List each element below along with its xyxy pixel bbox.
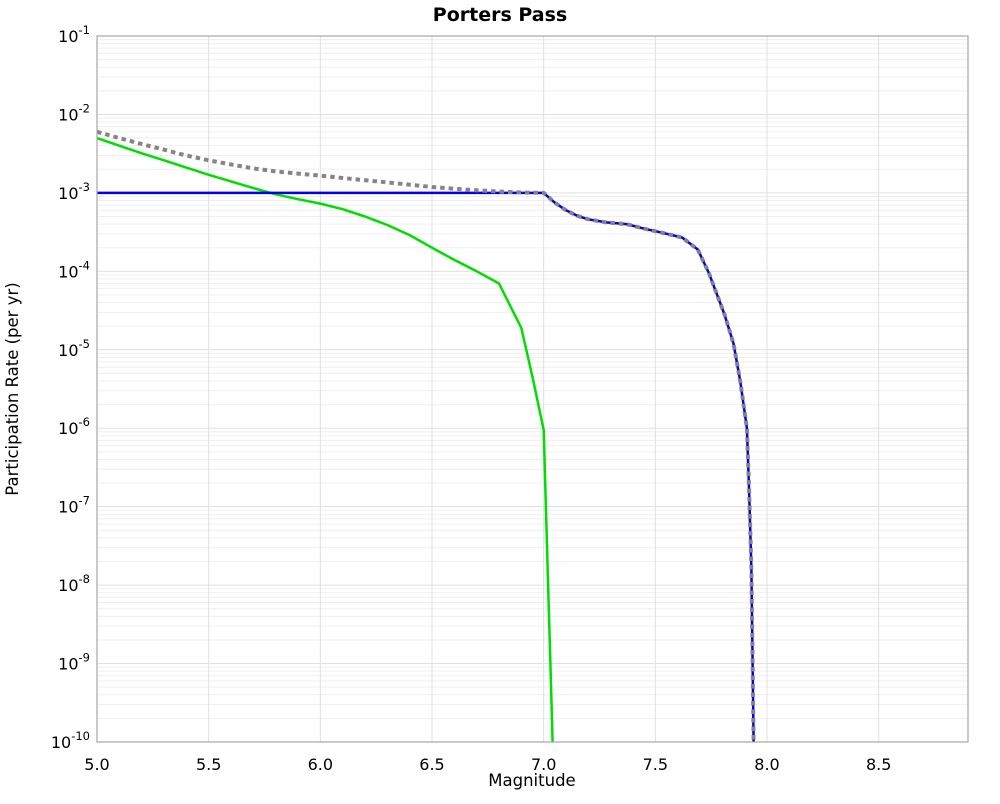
y-tick-label: 10-5 xyxy=(58,337,90,360)
chart-title: Porters Pass xyxy=(433,4,567,26)
y-axis-tick-labels: 10-1 10-2 10-3 10-4 10-5 10-6 10-7 10-8 10-9 10-1… xyxy=(51,23,90,752)
series-green-line xyxy=(96,136,554,743)
y-tick-label: 10-1 xyxy=(58,23,90,46)
x-tick-label: 8.0 xyxy=(754,755,779,774)
minor-gridlines xyxy=(97,39,968,719)
y-tick-label: 10-4 xyxy=(58,258,90,281)
x-tick-label: 6.5 xyxy=(419,755,444,774)
y-tick-label: 10-3 xyxy=(58,180,90,203)
chart-series xyxy=(96,129,756,743)
plot-border xyxy=(96,35,969,743)
x-tick-label: 7.5 xyxy=(643,755,668,774)
y-tick-label: 10-2 xyxy=(58,101,90,124)
y-tick-label: 10-6 xyxy=(58,415,90,438)
x-axis-label: Magnitude xyxy=(488,771,575,790)
x-tick-label: 8.5 xyxy=(866,755,891,774)
y-tick-label: 10-7 xyxy=(58,494,90,517)
x-tick-label: 5.5 xyxy=(196,755,221,774)
y-tick-label: 10-9 xyxy=(58,651,90,674)
x-tick-label: 6.0 xyxy=(308,755,333,774)
x-tick-label: 7.0 xyxy=(531,755,556,774)
x-tick-label: 5.0 xyxy=(84,755,109,774)
y-tick-label: 10-10 xyxy=(51,729,90,752)
series-gray-dotted-line xyxy=(96,129,756,743)
x-axis-tick-labels: 5.0 5.5 6.0 6.5 7.0 7.5 8.0 8.5 xyxy=(84,755,891,774)
y-tick-label: 10-8 xyxy=(58,572,90,595)
major-gridlines xyxy=(97,36,968,742)
y-axis-label: Participation Rate (per yr) xyxy=(3,282,22,495)
